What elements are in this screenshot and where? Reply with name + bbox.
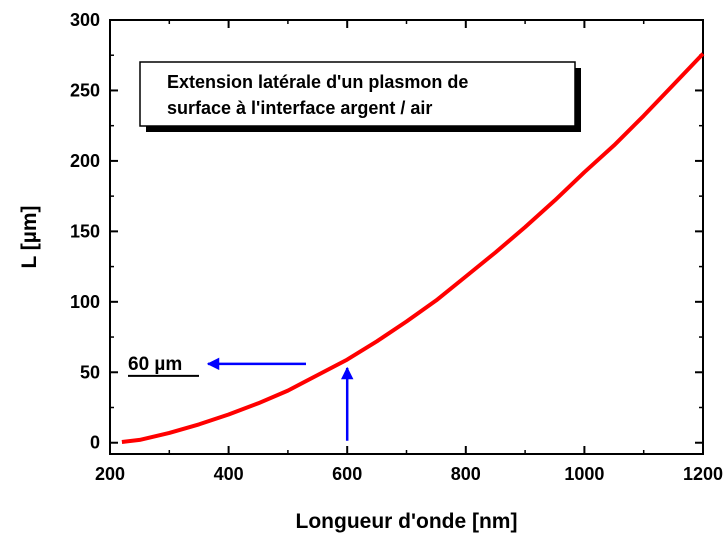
y-tick-label: 100	[70, 292, 100, 312]
x-tick-label: 800	[451, 464, 481, 484]
y-tick-label: 200	[70, 151, 100, 171]
x-tick-label: 400	[214, 464, 244, 484]
y-tick-label: 250	[70, 80, 100, 100]
x-tick-label: 1000	[564, 464, 604, 484]
x-tick-label: 600	[332, 464, 362, 484]
annotation-box-line: Extension latérale d'un plasmon de	[167, 72, 468, 92]
annotation-label: 60 µm	[128, 354, 182, 375]
y-tick-label: 150	[70, 221, 100, 241]
x-tick-label: 200	[95, 464, 125, 484]
x-tick-label: 1200	[683, 464, 723, 484]
y-tick-label: 300	[70, 10, 100, 30]
y-tick-label: 0	[90, 433, 100, 453]
y-tick-label: 50	[80, 362, 100, 382]
y-axis-label: L [µm]	[18, 205, 41, 268]
annotation-box	[139, 61, 576, 127]
x-axis-label: Longueur d'onde [nm]	[296, 510, 518, 533]
annotation-box-line: surface à l'interface argent / air	[167, 98, 432, 118]
plot-area: 200 400 600 800 1000 1200 0 50 100 150 200 250 300 Lo…	[18, 10, 723, 533]
series-line	[121, 52, 705, 444]
